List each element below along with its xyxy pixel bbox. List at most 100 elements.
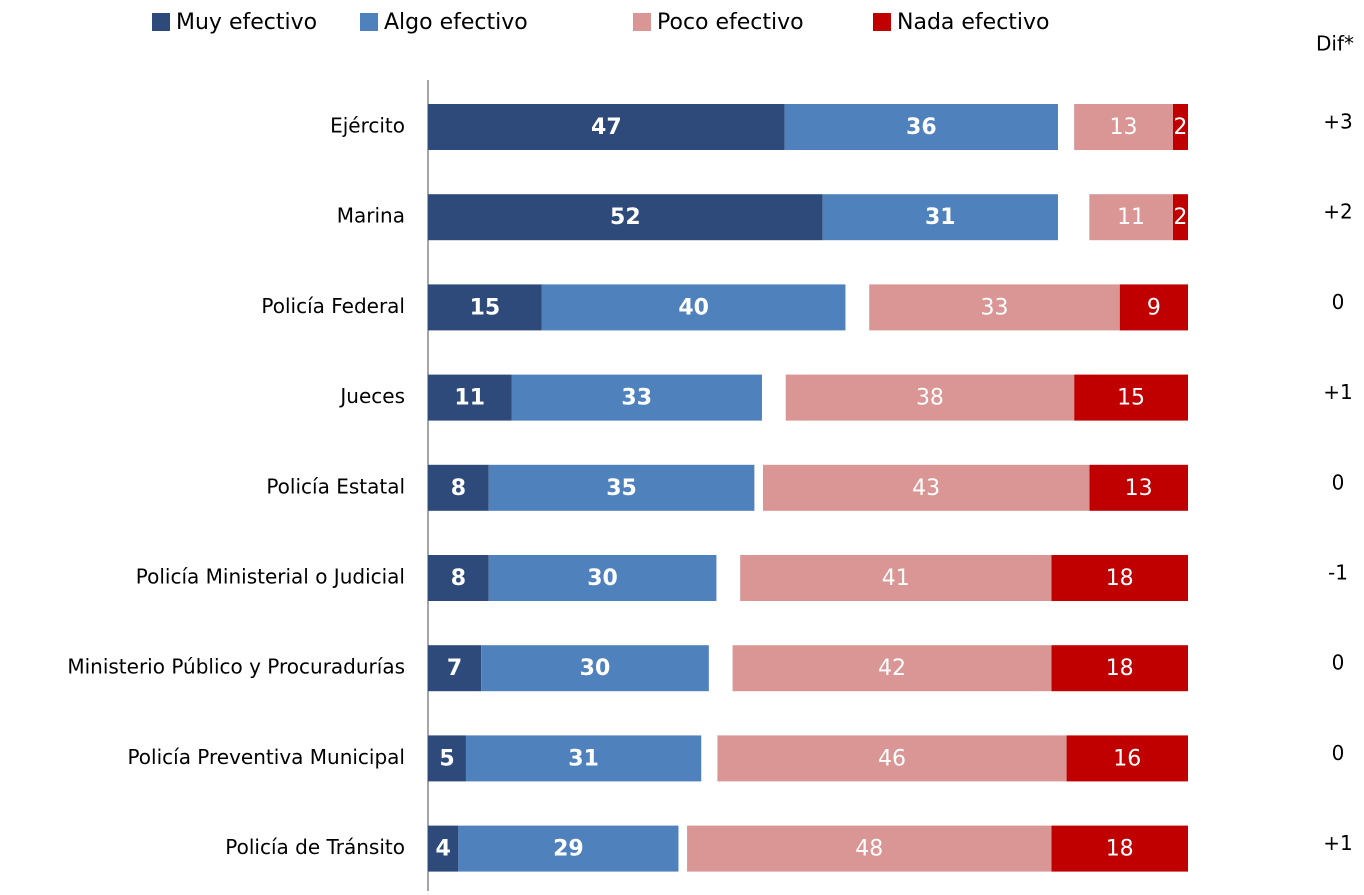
value-label: 5 bbox=[439, 746, 454, 771]
value-label: 33 bbox=[621, 386, 652, 411]
category-label: Ministerio Público y Procuradurías bbox=[67, 655, 405, 679]
category-label: Policía de Tránsito bbox=[225, 835, 405, 859]
value-label: 4 bbox=[436, 837, 451, 862]
bar-segment bbox=[488, 464, 755, 511]
bar-segment bbox=[822, 194, 1058, 241]
value-label: 15 bbox=[470, 295, 501, 320]
value-label: 9 bbox=[1147, 295, 1161, 320]
value-label: 15 bbox=[1117, 386, 1145, 411]
dif-label: 0 bbox=[1332, 741, 1345, 765]
bar-segment bbox=[1172, 194, 1188, 241]
category-label: Marina bbox=[337, 204, 405, 228]
bar-segment bbox=[1051, 555, 1188, 601]
value-label: 30 bbox=[580, 656, 611, 681]
value-label: 8 bbox=[451, 476, 466, 501]
value-label: 7 bbox=[447, 656, 462, 681]
value-label: 30 bbox=[587, 566, 618, 591]
bar-segment bbox=[488, 555, 717, 601]
category-label: Jueces bbox=[338, 384, 405, 408]
bar-segment bbox=[740, 555, 1052, 601]
bar-segment bbox=[428, 825, 459, 872]
value-label: 11 bbox=[454, 386, 485, 411]
bar-segment bbox=[1089, 464, 1188, 511]
dif-label: +1 bbox=[1323, 380, 1352, 404]
dif-label: 0 bbox=[1332, 470, 1345, 494]
legend-swatch bbox=[152, 13, 170, 31]
value-label: 18 bbox=[1106, 566, 1134, 591]
bar-segment bbox=[1074, 104, 1173, 150]
value-label: 8 bbox=[451, 566, 466, 591]
value-label: 47 bbox=[591, 115, 622, 140]
dif-label: 0 bbox=[1332, 290, 1345, 314]
bar-segment bbox=[1051, 645, 1188, 692]
bar-segment bbox=[762, 464, 1090, 511]
bar-segment bbox=[784, 104, 1058, 150]
bar-segment bbox=[1089, 194, 1173, 241]
bar-segment bbox=[428, 104, 785, 150]
dif-label: +3 bbox=[1323, 110, 1352, 134]
value-label: 16 bbox=[1113, 746, 1141, 771]
value-label: 40 bbox=[678, 295, 709, 320]
bar-segment bbox=[1051, 825, 1188, 872]
category-label: Policía Preventiva Municipal bbox=[127, 745, 405, 769]
category-label: Policía Ministerial o Judicial bbox=[136, 565, 405, 589]
category-label: Ejército bbox=[330, 114, 405, 138]
dif-label: +2 bbox=[1323, 200, 1352, 224]
legend-swatch bbox=[633, 13, 651, 31]
bar-segment bbox=[428, 374, 512, 421]
dif-title: Dif* bbox=[1316, 32, 1354, 56]
value-label: 38 bbox=[916, 386, 944, 411]
value-label: 52 bbox=[610, 205, 641, 230]
category-label: Policía Estatal bbox=[266, 474, 405, 498]
value-label: 13 bbox=[1125, 476, 1153, 501]
bar-segment bbox=[785, 374, 1075, 421]
bar-segment bbox=[1172, 104, 1188, 150]
legend-label: Muy efectivo bbox=[176, 10, 317, 35]
legend-swatch bbox=[873, 13, 891, 31]
value-label: 43 bbox=[912, 476, 940, 501]
legend-label: Nada efectivo bbox=[897, 10, 1050, 35]
value-label: 31 bbox=[925, 205, 956, 230]
bar-segment bbox=[428, 555, 489, 601]
bar-segment bbox=[428, 645, 482, 692]
value-label: 29 bbox=[553, 837, 584, 862]
legend-swatch bbox=[360, 13, 378, 31]
bar-segment bbox=[1119, 284, 1188, 331]
bar-segment bbox=[687, 825, 1052, 872]
value-label: 42 bbox=[878, 656, 906, 681]
category-label: Policía Federal bbox=[261, 294, 405, 318]
bar-segment bbox=[465, 735, 702, 782]
dif-label: -1 bbox=[1328, 561, 1348, 585]
value-label: 18 bbox=[1106, 656, 1134, 681]
bar-segment bbox=[458, 825, 679, 872]
value-label: 18 bbox=[1106, 837, 1134, 862]
legend-label: Algo efectivo bbox=[384, 10, 528, 35]
bar-segment bbox=[428, 284, 542, 331]
value-label: 48 bbox=[855, 837, 883, 862]
value-label: 46 bbox=[878, 746, 906, 771]
legend-label: Poco efectivo bbox=[657, 10, 804, 35]
bar-segment bbox=[717, 735, 1067, 782]
value-label: 35 bbox=[606, 476, 637, 501]
bar-segment bbox=[428, 735, 466, 782]
value-label: 2 bbox=[1173, 115, 1187, 140]
value-label: 36 bbox=[906, 115, 937, 140]
value-label: 33 bbox=[980, 295, 1008, 320]
bar-segment bbox=[428, 464, 489, 511]
value-label: 31 bbox=[568, 746, 599, 771]
dif-label: 0 bbox=[1332, 651, 1345, 675]
bar-segment bbox=[511, 374, 762, 421]
bar-segment bbox=[732, 645, 1052, 692]
bar-segment bbox=[1074, 374, 1188, 421]
bar-segment bbox=[541, 284, 846, 331]
bar-segment bbox=[481, 645, 709, 692]
value-label: 11 bbox=[1117, 205, 1145, 230]
value-label: 2 bbox=[1173, 205, 1187, 230]
bar-segment bbox=[1066, 735, 1188, 782]
value-label: 13 bbox=[1109, 115, 1137, 140]
dif-label: +1 bbox=[1323, 831, 1352, 855]
bar-segment bbox=[428, 194, 823, 241]
bar-segment bbox=[869, 284, 1120, 331]
value-label: 41 bbox=[882, 566, 910, 591]
